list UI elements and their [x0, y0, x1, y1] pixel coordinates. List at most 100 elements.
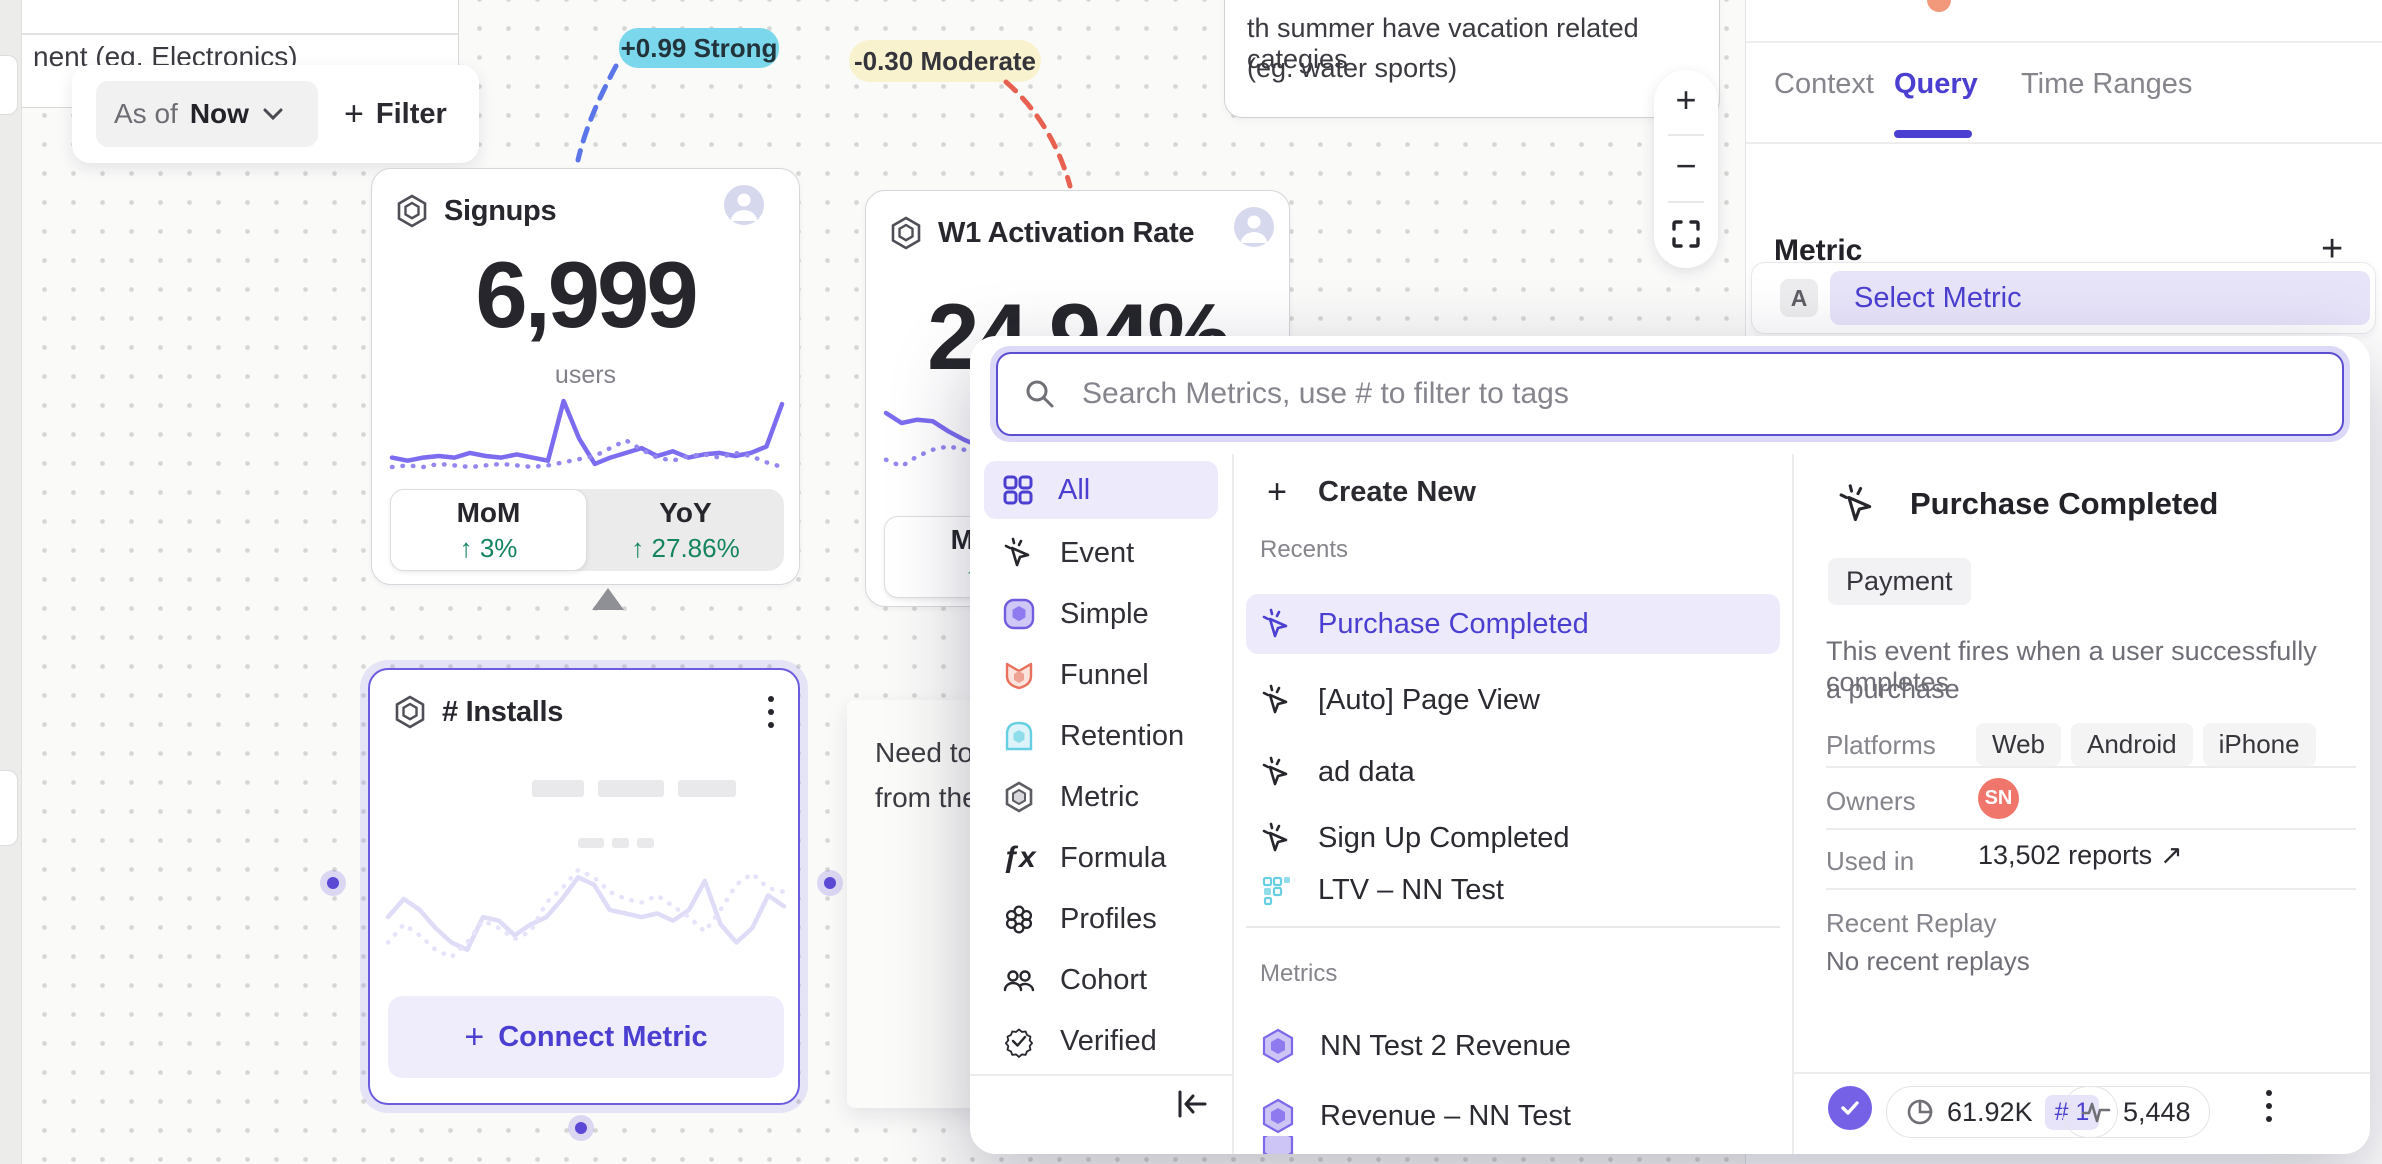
sparkline-chart	[388, 397, 786, 471]
external-arrow-icon: ↗	[2160, 840, 2183, 870]
tab-context[interactable]: Context	[1774, 68, 1874, 100]
plus-icon: +	[1267, 472, 1287, 511]
purple-hexagon-icon	[1262, 1028, 1294, 1064]
as-of-value: Now	[189, 98, 249, 129]
result-purchase-completed[interactable]: Purchase Completed	[1246, 594, 1780, 654]
platform-tag: iPhone	[2202, 723, 2316, 766]
card-title: # Installs	[442, 695, 564, 728]
result-nn-test-2-revenue[interactable]: NN Test 2 Revenue	[1246, 1016, 1780, 1076]
kebab-menu-icon[interactable]	[2266, 1090, 2272, 1122]
result-clipped[interactable]	[1246, 1136, 1780, 1154]
detail-description: This event fires when a user successfull…	[1826, 636, 2317, 697]
result-label: Revenue – NN Test	[1320, 1099, 1571, 1132]
grid-icon	[1003, 475, 1033, 505]
connection-handle-right[interactable]	[817, 870, 843, 896]
metric-query-row[interactable]: A Select Metric	[1751, 262, 2376, 334]
metric-card-installs[interactable]: # Installs + Connect Metric	[368, 668, 800, 1105]
zoom-in-button[interactable]: +	[1675, 79, 1697, 120]
plus-icon: +	[344, 94, 364, 133]
category-simple[interactable]: Simple	[984, 585, 1218, 643]
verified-badge-icon[interactable]	[1828, 1086, 1872, 1130]
category-cohort[interactable]: Cohort	[984, 951, 1218, 1009]
result-revenue-nn-test[interactable]: Revenue – NN Test	[1246, 1086, 1780, 1146]
event-cursor-icon	[1262, 822, 1288, 852]
add-filter-button[interactable]: + Filter	[334, 81, 457, 147]
correlation-badge-moderate[interactable]: -0.30 Moderate	[849, 40, 1041, 82]
column-divider	[1792, 454, 1794, 1154]
metric-hexagon-icon	[395, 695, 425, 729]
recent-replay-value: No recent replays	[1826, 946, 2030, 976]
divider	[1746, 142, 2382, 144]
profiles-flower-icon	[1005, 905, 1033, 934]
connection-handle-left[interactable]	[320, 870, 346, 896]
event-cursor-icon	[1262, 684, 1288, 714]
as-of-dropdown[interactable]: As of Now	[96, 81, 318, 147]
category-metric[interactable]: Metric	[984, 768, 1218, 826]
category-label: Retention	[1060, 719, 1185, 752]
category-verified[interactable]: Verified	[984, 1012, 1218, 1070]
category-all[interactable]: All	[984, 461, 1218, 519]
note-divider	[0, 33, 458, 35]
pulse-icon	[2081, 1102, 2111, 1123]
formula-icon: ƒx	[1002, 841, 1036, 874]
platform-tag: Android	[2071, 723, 2193, 766]
result-ltv-nn-test[interactable]: LTV – NN Test	[1246, 860, 1780, 920]
toggle-change: ↑ 3%	[459, 532, 518, 563]
volume-count: 5,448	[2123, 1096, 2191, 1127]
card-title: Signups	[444, 194, 557, 227]
note-line: th summer have vacation related categies	[1247, 13, 1639, 74]
volume-pill[interactable]: 5,448	[2062, 1086, 2210, 1138]
detail-description: a purchase	[1826, 674, 1960, 704]
category-retention[interactable]: Retention	[984, 707, 1218, 765]
simple-icon	[1003, 598, 1035, 630]
tab-time-ranges[interactable]: Time Ranges	[2021, 68, 2193, 100]
section-label-recents: Recents	[1260, 536, 1349, 563]
category-event[interactable]: Event	[984, 524, 1218, 582]
collapse-panel-icon[interactable]	[1174, 1088, 1210, 1120]
filter-label: Filter	[375, 97, 447, 130]
divider	[970, 1074, 1232, 1076]
tab-query[interactable]: Query	[1894, 68, 1978, 100]
zoom-out-button[interactable]: −	[1675, 145, 1697, 186]
category-funnel[interactable]: Funnel	[984, 646, 1218, 704]
collapsed-panel-handle[interactable]	[0, 55, 18, 115]
search-placeholder: Search Metrics, use # to filter to tags	[1082, 377, 1569, 410]
metric-card-signups[interactable]: Signups 6,999 users MoM ↑ 3% YoY ↑ 27.86…	[371, 168, 800, 585]
add-metric-button[interactable]: +	[2321, 228, 2344, 270]
note-card-summer[interactable]: th summer have vacation related categies…	[1224, 0, 1720, 118]
correlation-badge-strong[interactable]: +0.99 Strong	[619, 28, 779, 68]
purple-hexagon-icon	[1262, 1098, 1294, 1134]
ltv-grid-icon	[1262, 876, 1290, 906]
category-profiles[interactable]: Profiles	[984, 890, 1218, 948]
collapsed-panel-handle[interactable]	[0, 770, 18, 846]
detail-tag[interactable]: Payment	[1828, 558, 1971, 605]
connection-handle-bottom[interactable]	[568, 1115, 594, 1141]
toggle-yoy[interactable]: YoY ↑ 27.86%	[587, 489, 784, 571]
fit-screen-button[interactable]	[1654, 204, 1718, 264]
used-in-link[interactable]: 13,502 reports ↗	[1978, 840, 2183, 871]
toggle-mom[interactable]: MoM ↑ 3%	[390, 489, 587, 571]
divider	[1746, 41, 2382, 43]
search-input[interactable]: Search Metrics, use # to filter to tags	[996, 352, 2344, 436]
category-label: Cohort	[1060, 963, 1148, 996]
category-formula[interactable]: ƒx Formula	[984, 829, 1218, 887]
connect-metric-button[interactable]: + Connect Metric	[388, 996, 784, 1078]
avatar[interactable]	[1234, 207, 1274, 247]
result-ad-data[interactable]: ad data	[1246, 742, 1780, 802]
select-metric-field[interactable]: Select Metric	[1830, 271, 2370, 325]
metric-hexagon-icon	[891, 216, 921, 250]
event-cursor-icon	[1262, 756, 1288, 786]
funnel-icon	[1005, 662, 1033, 690]
owner-avatar[interactable]: SN	[1978, 778, 2019, 819]
result-sign-up-completed[interactable]: Sign Up Completed	[1246, 808, 1780, 868]
category-label: Verified	[1060, 1024, 1157, 1057]
metric-value: 6,999	[475, 242, 698, 347]
avatar[interactable]	[724, 185, 764, 225]
create-new-button[interactable]: + Create New	[1246, 462, 1780, 522]
active-tab-underline	[1894, 130, 1972, 138]
chevron-down-icon	[263, 108, 283, 121]
kebab-menu-icon[interactable]	[768, 696, 774, 728]
result-auto-page-view[interactable]: [Auto] Page View	[1246, 670, 1780, 730]
category-label: Funnel	[1060, 658, 1149, 691]
result-label: Sign Up Completed	[1318, 821, 1570, 854]
